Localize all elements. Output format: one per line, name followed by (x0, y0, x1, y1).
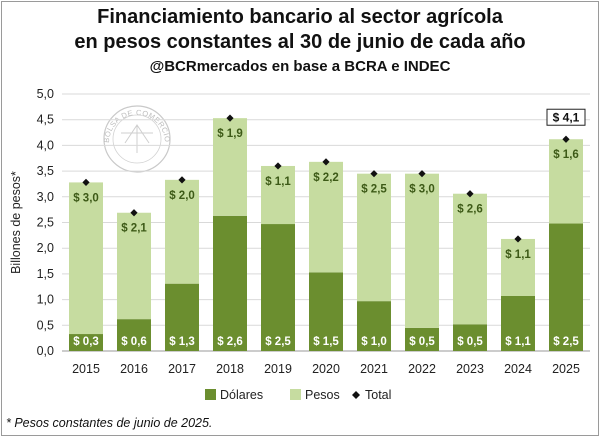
x-tick-label: 2024 (504, 362, 532, 376)
chart-source: @BCRmercados en base a BCRA e INDEC (149, 58, 451, 75)
x-tick-label: 2018 (216, 362, 244, 376)
total-marker (130, 209, 138, 217)
total-marker (514, 235, 522, 243)
bar-pesos (357, 173, 391, 302)
y-tick-label: 2,0 (37, 241, 54, 255)
bar-dolares (69, 334, 103, 351)
seal-scales-icon (121, 124, 153, 153)
y-tick-label: 3,0 (37, 190, 54, 204)
bar-dolares (357, 301, 391, 351)
data-label-pesos: $ 2,5 (361, 184, 387, 196)
y-tick-label: 2,5 (37, 216, 54, 230)
data-label-dolares: $ 1,0 (361, 336, 387, 348)
data-label-dolares: $ 1,5 (313, 336, 339, 348)
total-marker (82, 178, 90, 187)
x-tick-label: 2025 (552, 362, 580, 376)
bar-dolares (117, 319, 151, 351)
data-label-dolares: $ 0,5 (457, 336, 483, 348)
data-label-pesos: $ 2,2 (313, 172, 339, 184)
bar-dolares (453, 324, 487, 351)
data-label-pesos: $ 3,0 (73, 192, 99, 204)
data-label-pesos: $ 1,1 (505, 249, 531, 261)
bar-pesos (549, 139, 583, 224)
data-label-pesos: $ 2,1 (121, 223, 147, 235)
bar-dolares (549, 223, 583, 351)
bar-pesos (213, 118, 247, 216)
total-marker (562, 135, 570, 143)
x-tick-label: 2022 (408, 362, 436, 376)
x-tick-label: 2023 (456, 362, 484, 376)
bar-dolares (213, 215, 247, 351)
bar-pesos (453, 193, 487, 325)
data-label-pesos: $ 1,1 (265, 176, 291, 188)
seal-inner-ring (112, 114, 162, 164)
data-label-pesos: $ 1,9 (217, 128, 243, 140)
bar-pesos (501, 238, 535, 297)
data-label-dolares: $ 2,5 (265, 336, 291, 348)
chart-subtitle: en pesos constantes al 30 de junio de ca… (74, 31, 526, 53)
data-label-dolares: $ 1,1 (505, 336, 531, 348)
seal-outer-ring (103, 105, 171, 173)
data-label-pesos: $ 2,6 (457, 204, 483, 216)
total-marker (274, 162, 282, 170)
legend-label-dolares: Dólares (220, 388, 263, 402)
x-tick-label: 2020 (312, 362, 340, 376)
chart-title: Financiamiento bancario al sector agríco… (97, 6, 503, 28)
data-label-pesos: $ 3,0 (409, 184, 435, 196)
bar-dolares (261, 224, 295, 351)
bar-pesos (405, 173, 439, 328)
total-marker (418, 170, 426, 178)
y-tick-label: 5,0 (37, 87, 54, 101)
y-tick-label: 1,5 (37, 267, 54, 281)
legend-marker-total (352, 391, 360, 399)
total-marker (178, 176, 186, 184)
y-axis-title: Billones de pesos* (9, 171, 23, 274)
footnote: * Pesos constantes de junio de 2025. (6, 416, 213, 430)
seal-watermark-text: BOLSA DE COMERCIO DE ROSARIO (0, 0, 172, 143)
bar-pesos (309, 161, 343, 273)
x-tick-label: 2016 (120, 362, 148, 376)
bar-dolares (309, 272, 343, 351)
y-tick-label: 1,0 (37, 293, 54, 307)
total-marker (322, 158, 330, 166)
bar-pesos (165, 179, 199, 284)
legend-label-pesos: Pesos (305, 388, 340, 402)
legend-swatch-dolares (205, 389, 216, 400)
data-label-dolares: $ 0,5 (409, 336, 435, 348)
total-marker (370, 170, 378, 178)
x-tick-label: 2019 (264, 362, 292, 376)
bar-dolares (165, 283, 199, 351)
total-marker (466, 190, 474, 198)
x-tick-label: 2021 (360, 362, 388, 376)
total-marker (226, 114, 234, 122)
x-tick-label: 2017 (168, 362, 196, 376)
bar-pesos (69, 182, 103, 335)
x-tick-label: 2015 (72, 362, 100, 376)
data-label-pesos: $ 1,6 (553, 149, 579, 161)
data-label-dolares: $ 2,5 (553, 336, 579, 348)
bar-dolares (405, 327, 439, 351)
y-tick-label: 3,5 (37, 164, 54, 178)
y-tick-label: 4,0 (37, 138, 54, 152)
bar-dolares (501, 296, 535, 351)
y-tick-label: 0,0 (37, 344, 54, 358)
y-tick-label: 0,5 (37, 318, 54, 332)
total-highlight-label: $ 4,1 (553, 111, 580, 125)
data-label-dolares: $ 0,3 (73, 336, 99, 348)
legend-label-total: Total (365, 388, 391, 402)
y-tick-label: 4,5 (37, 113, 54, 127)
bar-pesos (117, 212, 151, 320)
bar-pesos (261, 165, 295, 225)
legend-swatch-pesos (290, 389, 301, 400)
total-highlight-box (546, 108, 586, 126)
data-label-dolares: $ 2,6 (217, 336, 243, 348)
data-label-dolares: $ 0,6 (121, 336, 147, 348)
data-label-pesos: $ 2,0 (169, 190, 195, 202)
data-label-dolares: $ 1,3 (169, 336, 195, 348)
